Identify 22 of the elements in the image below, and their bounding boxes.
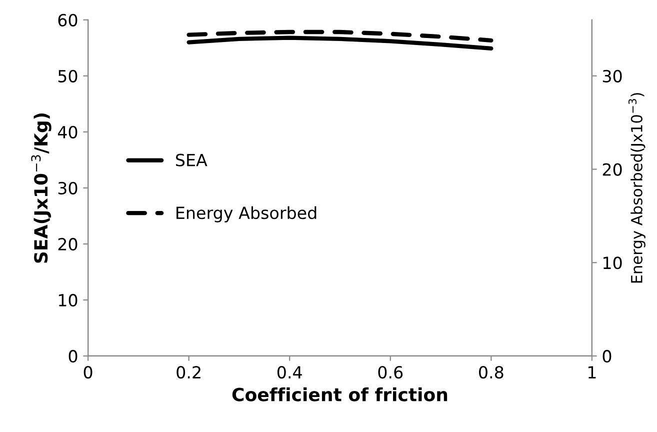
y-tick-label: 20 [58,238,78,251]
y-axis-title: SEA(Jx10$^{−3}$/Kg) [31,113,52,263]
x-tick-label: 0.8 [479,366,504,379]
legend-label: Energy Absorbed [176,206,316,222]
y2-axis-title: Energy Absorbed(Jx10$^{−3}$) [628,93,646,283]
y-tick-label: 60 [58,14,78,26]
x-tick-label: 0.6 [378,366,403,379]
y-tick-label: 50 [58,70,78,82]
y2-tick-label: 30 [602,70,622,82]
y2-tick-label: 0 [602,350,612,363]
x-tick-label: 0.2 [176,366,200,379]
y2-tick-label: 10 [604,256,622,270]
y2-tick-label: 20 [602,163,622,176]
x-axis-title: Coefficient of friction [232,387,448,402]
x-tick-label: 1 [588,366,596,378]
y-tick-label: 0 [68,350,78,363]
x-tick-label: 0 [84,366,92,379]
y-tick-label: 30 [58,182,78,194]
y-tick-label: 10 [58,294,78,307]
legend-label: SEA [176,154,208,166]
y-tick-label: 40 [58,126,78,138]
x-tick-label: 0.4 [277,366,302,379]
